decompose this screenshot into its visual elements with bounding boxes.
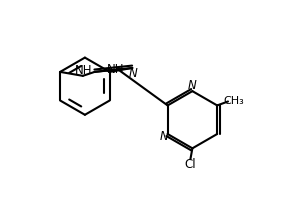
Text: Cl: Cl [184,158,196,171]
Text: CH₃: CH₃ [224,96,244,106]
Text: NH: NH [75,64,93,77]
Text: N: N [129,67,138,80]
Text: N: N [188,79,197,92]
Text: N: N [159,130,168,143]
Text: NH: NH [107,63,125,76]
